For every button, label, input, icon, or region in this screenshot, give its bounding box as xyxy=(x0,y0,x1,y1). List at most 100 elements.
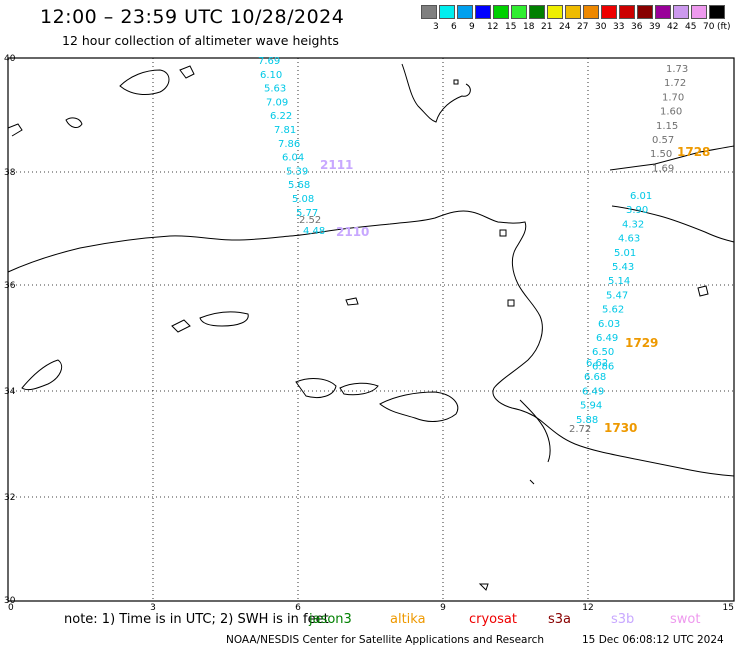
map-subtitle: 12 hour collection of altimeter wave hei… xyxy=(62,33,339,48)
wave-height-reading: 7.69 xyxy=(258,56,280,67)
legend-swatch xyxy=(565,5,581,19)
island-west-2 xyxy=(21,359,63,391)
satellite-name-altika: altika xyxy=(390,612,426,627)
island-south-3 xyxy=(478,583,489,591)
wave-height-reading: 5.01 xyxy=(614,248,636,259)
pass-labels: 2111 2110 1728 1729 1730 xyxy=(320,145,710,435)
credit-line: NOAA/NESDIS Center for Satellite Applica… xyxy=(226,634,544,646)
wave-height-reading: 6.68 xyxy=(584,372,606,383)
wave-height-reading: 5.47 xyxy=(606,290,628,301)
wave-height-reading: 6.86 xyxy=(592,361,614,372)
legend-label: 42 xyxy=(667,22,679,32)
wave-height-reading: 1.60 xyxy=(660,107,682,118)
island-tiny-1 xyxy=(499,229,507,237)
x-tick-label: 0 xyxy=(8,603,14,613)
island-south-cluster xyxy=(295,378,337,399)
wave-height-reading: 4.48 xyxy=(303,226,325,237)
legend-swatch xyxy=(493,5,509,19)
pass-id-label: 1729 xyxy=(625,336,658,350)
island-lake xyxy=(453,79,459,85)
legend-swatch xyxy=(457,5,473,19)
y-tick-label: 36 xyxy=(4,281,16,291)
wave-height-reading: 6.49 xyxy=(596,333,618,344)
wave-height-reading: 1.73 xyxy=(666,64,688,75)
satellite-name-swot: swot xyxy=(670,612,701,627)
coastline-north-fragment xyxy=(401,63,471,123)
wave-height-reading: 5.62 xyxy=(602,305,624,316)
pass-id-label: 2110 xyxy=(336,225,369,239)
legend-label: 6 xyxy=(451,22,457,32)
legend-swatch xyxy=(439,5,455,19)
wave-height-reading: 5.63 xyxy=(264,84,286,95)
y-tick-label: 40 xyxy=(4,54,16,64)
island-north-2 xyxy=(179,65,195,79)
generated-timestamp: 15 Dec 06:08:12 UTC 2024 xyxy=(582,634,724,646)
wave-height-reading: 6.01 xyxy=(630,191,652,202)
satellite-name-s3a: s3a xyxy=(548,612,572,627)
legend-label: 27 xyxy=(577,22,589,32)
legend-swatch xyxy=(709,5,725,19)
pass-id-label: 1728 xyxy=(677,145,710,159)
legend-label: 30 xyxy=(595,22,607,32)
legend-label: 9 xyxy=(469,22,475,32)
wave-height-reading: 4.63 xyxy=(618,234,640,245)
legend-swatch xyxy=(601,5,617,19)
coastline xyxy=(7,63,735,591)
wave-height-reading: 5.43 xyxy=(612,262,634,273)
legend-swatch xyxy=(421,5,437,19)
legend-swatch xyxy=(673,5,689,19)
wave-height-reading: 1.69 xyxy=(652,163,674,174)
legend-swatch xyxy=(511,5,527,19)
wave-height-reading: 7.86 xyxy=(278,139,300,150)
island-west xyxy=(7,123,23,137)
x-tick-label: 3 xyxy=(150,603,156,613)
island-east-small xyxy=(697,285,709,297)
x-tick-label: 12 xyxy=(582,603,593,613)
map-frame xyxy=(7,57,735,602)
legend-label: 15 xyxy=(505,22,517,32)
wave-height-reading: 5.14 xyxy=(608,276,630,287)
island-central-1 xyxy=(199,311,249,327)
wave-height-reading: 6.62 xyxy=(586,358,608,369)
wave-height-reading: 7.09 xyxy=(266,97,288,108)
legend-swatch xyxy=(655,5,671,19)
legend-label: 24 xyxy=(559,22,571,32)
y-tick-label: 30 xyxy=(4,596,16,606)
wave-height-reading: 6.50 xyxy=(592,347,614,358)
satellite-name-cryosat: cryosat xyxy=(469,612,517,627)
island-north-3 xyxy=(65,117,83,128)
wave-height-reading: 1.70 xyxy=(662,92,684,103)
wave-height-reading: 0.57 xyxy=(652,135,674,146)
footnote: note: 1) Time is in UTC; 2) SWH is in fe… xyxy=(64,612,329,627)
legend-swatch xyxy=(583,5,599,19)
legend-label: 21 xyxy=(541,22,553,32)
legend-swatch xyxy=(529,5,545,19)
island-tiny-2 xyxy=(507,299,515,307)
legend-swatch xyxy=(619,5,635,19)
altimeter-tracks: 7.69 6.10 5.63 7.09 6.22 7.81 7.86 6.04 5.39 5.68… xyxy=(258,56,688,435)
island-central-2 xyxy=(171,319,191,333)
satellite-name-jason3: jason3 xyxy=(309,612,352,627)
island-sicily-like xyxy=(379,391,459,422)
wave-height-reading: 1.15 xyxy=(656,121,678,132)
legend-swatch xyxy=(637,5,653,19)
wave-height-reading: 1.50 xyxy=(650,149,672,160)
wave-height-reading: 5.94 xyxy=(580,401,602,412)
legend-label: 39 xyxy=(649,22,661,32)
wave-height-reading: 3.90 xyxy=(626,205,648,216)
coastline-east-land xyxy=(609,145,735,243)
legend-label: 33 xyxy=(613,22,625,32)
x-tick-label: 6 xyxy=(295,603,301,613)
island-north-1 xyxy=(119,69,170,95)
wave-height-reading: 5.08 xyxy=(292,194,314,205)
wave-height-reading: 5.39 xyxy=(286,166,308,177)
wave-height-reading: 2.52 xyxy=(299,215,321,226)
legend-label: 70 xyxy=(703,22,715,32)
legend-label: 36 xyxy=(631,22,643,32)
coastline-north-africa xyxy=(7,210,735,477)
legend-label: 18 xyxy=(523,22,535,32)
wave-height-reading: 7.81 xyxy=(274,125,296,136)
x-tick-label: 15 xyxy=(723,603,734,613)
